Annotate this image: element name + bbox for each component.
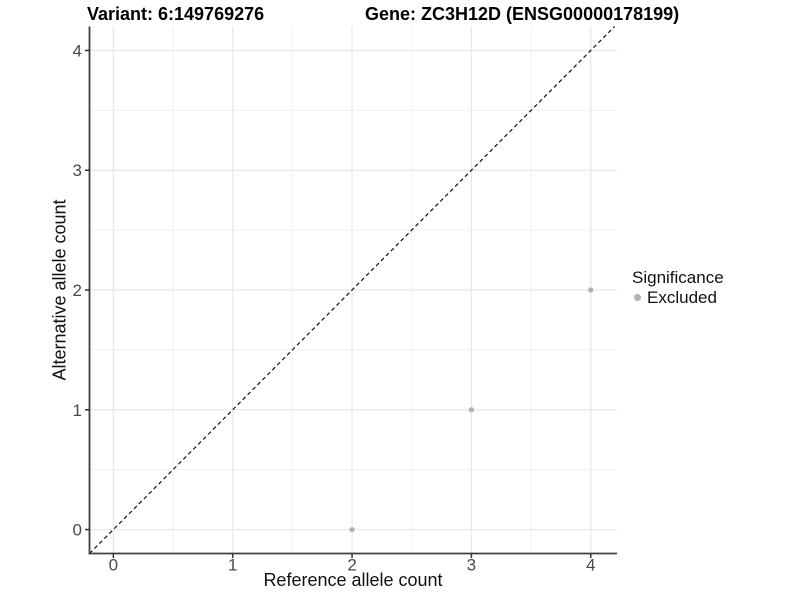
y-tick-label: 0 <box>73 521 82 540</box>
y-axis-title: Alternative allele count <box>49 199 70 381</box>
y-tick-label: 1 <box>73 401 82 420</box>
legend-point-icon <box>634 294 641 301</box>
data-point <box>349 526 355 533</box>
legend-item-label: Excluded <box>647 288 717 307</box>
y-tick-label: 3 <box>73 161 82 180</box>
x-tick-label: 2 <box>347 556 356 575</box>
data-point <box>468 407 475 413</box>
x-tick-label: 0 <box>109 556 118 575</box>
x-tick-label: 3 <box>467 556 476 575</box>
plot-title-variant: Variant: 6:149769276 <box>87 4 265 24</box>
legend: Significance Excluded <box>632 268 724 307</box>
legend-items: Excluded <box>632 288 724 307</box>
identity-line <box>89 26 616 554</box>
x-tick-label: 1 <box>228 556 237 575</box>
y-tick-label: 2 <box>73 281 82 300</box>
legend-item: Excluded <box>632 288 724 307</box>
x-axis-title: Reference allele count <box>263 570 443 590</box>
plot-title-gene: Gene: ZC3H12D (ENSG00000178199) <box>365 4 680 24</box>
legend-title: Significance <box>632 268 724 287</box>
x-tick-label: 4 <box>586 556 595 575</box>
y-tick-label: 4 <box>73 41 82 60</box>
data-point <box>588 287 594 293</box>
